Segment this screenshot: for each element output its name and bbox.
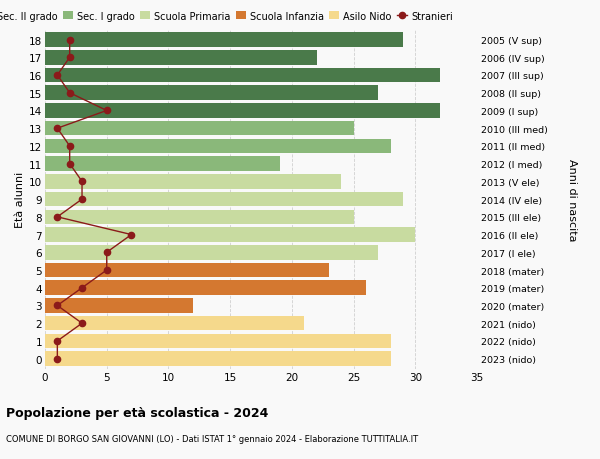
Bar xyxy=(45,122,353,136)
Bar xyxy=(45,298,193,313)
Bar xyxy=(45,175,341,189)
Bar xyxy=(45,51,317,65)
Text: COMUNE DI BORGO SAN GIOVANNI (LO) - Dati ISTAT 1° gennaio 2024 - Elaborazione TU: COMUNE DI BORGO SAN GIOVANNI (LO) - Dati… xyxy=(6,434,418,443)
Y-axis label: Anni di nascita: Anni di nascita xyxy=(568,158,577,241)
Text: Popolazione per età scolastica - 2024: Popolazione per età scolastica - 2024 xyxy=(6,406,268,419)
Bar xyxy=(45,352,391,366)
Bar xyxy=(45,68,440,83)
Y-axis label: Età alunni: Età alunni xyxy=(15,172,25,228)
Bar xyxy=(45,210,353,224)
Legend: Sec. II grado, Sec. I grado, Scuola Primaria, Scuola Infanzia, Asilo Nido, Stran: Sec. II grado, Sec. I grado, Scuola Prim… xyxy=(0,11,452,22)
Bar xyxy=(45,263,329,278)
Bar xyxy=(45,140,391,154)
Bar xyxy=(45,316,304,331)
Bar xyxy=(45,281,366,296)
Bar xyxy=(45,228,415,242)
Bar xyxy=(45,104,440,118)
Bar xyxy=(45,86,378,101)
Bar xyxy=(45,334,391,348)
Bar xyxy=(45,192,403,207)
Bar xyxy=(45,157,280,172)
Bar xyxy=(45,246,378,260)
Bar xyxy=(45,33,403,48)
